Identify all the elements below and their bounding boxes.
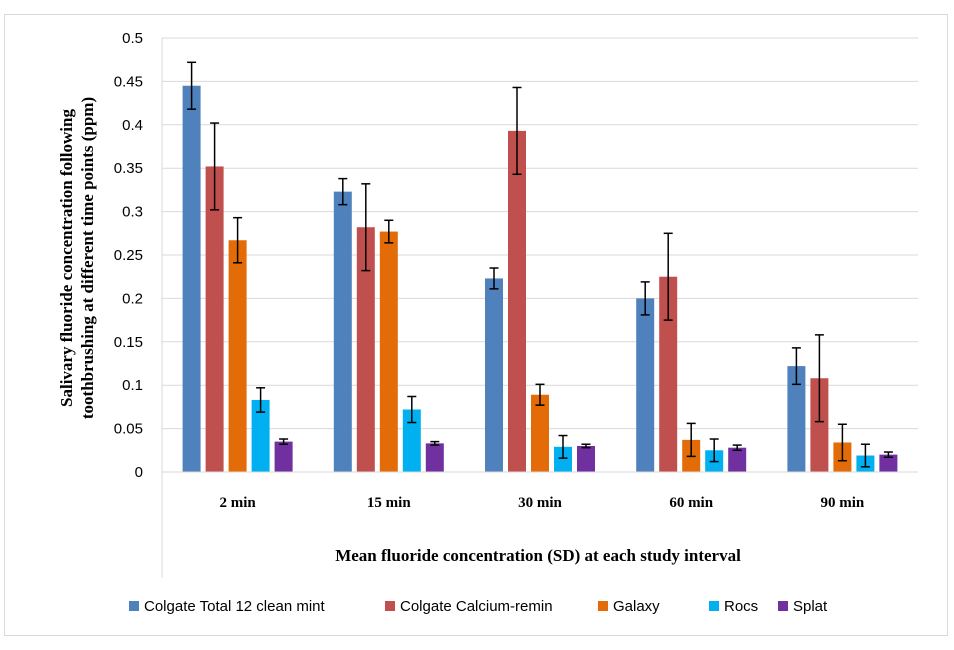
bar: [205, 166, 224, 473]
x-axis-title: Mean fluoride concentration (SD) at each…: [335, 546, 741, 565]
x-tick-label: 2 min: [219, 495, 256, 511]
bar: [810, 378, 829, 472]
legend-swatch: [598, 601, 608, 611]
y-tick-label: 0.2: [122, 290, 143, 307]
y-axis-title-line-1: Salivary fluoride concentration followin…: [57, 109, 76, 407]
bar: [425, 443, 444, 472]
legend-label: Colgate Total 12 clean mint: [144, 598, 325, 615]
bar: [728, 447, 747, 472]
bar: [228, 240, 247, 472]
x-tick-label: 60 min: [669, 495, 713, 511]
bar: [508, 130, 526, 472]
x-tick-label: 30 min: [518, 495, 562, 511]
bar: [787, 366, 806, 472]
legend-swatch: [778, 601, 788, 611]
bar: [659, 276, 678, 472]
y-tick-label: 0.25: [114, 247, 143, 264]
y-tick-label: 0.05: [114, 421, 143, 438]
x-tick-label: 15 min: [367, 495, 411, 511]
legend-label: Colgate Calcium-remin: [400, 598, 553, 615]
bars: [182, 85, 898, 473]
legend-label: Splat: [793, 598, 828, 615]
legend-swatch: [129, 601, 139, 611]
legend-label: Rocs: [724, 598, 758, 615]
bar: [379, 231, 398, 472]
axes: [161, 38, 918, 578]
y-tick-label: 0: [135, 464, 143, 481]
bar: [333, 191, 352, 473]
x-tick-label: 90 min: [821, 495, 865, 511]
bar: [554, 446, 572, 472]
legend-swatch: [709, 601, 719, 611]
y-tick-label: 0.3: [122, 204, 143, 221]
y-tick-label: 0.1: [122, 377, 143, 394]
bar: [182, 85, 201, 473]
tick-labels: 0 0.05 0.1 0.15 0.2 0.25 0.3 0.35 0.4 0.45 0.5 2 mi…: [114, 30, 865, 511]
y-tick-label: 0.5: [122, 30, 143, 47]
bar: [251, 399, 270, 472]
bar: [485, 278, 503, 472]
bar: [531, 394, 549, 472]
y-tick-label: 0.45: [114, 73, 143, 90]
y-tick-label: 0.15: [114, 334, 143, 351]
y-tick-label: 0.35: [114, 160, 143, 177]
legend-label: Galaxy: [613, 598, 660, 615]
legend: Colgate Total 12 clean mint Colgate Calci…: [129, 598, 828, 615]
bar: [274, 441, 293, 472]
y-axis-title-line-2: toothbrushing at different time points (…: [78, 97, 97, 419]
error-bars: [187, 61, 893, 468]
bar: [402, 409, 421, 472]
bar: [879, 454, 898, 472]
chart-frame: [4, 14, 948, 636]
bar: [577, 445, 595, 472]
legend-swatch: [385, 601, 395, 611]
y-tick-label: 0.4: [122, 117, 143, 134]
bar: [636, 298, 655, 472]
bar: [356, 227, 375, 472]
